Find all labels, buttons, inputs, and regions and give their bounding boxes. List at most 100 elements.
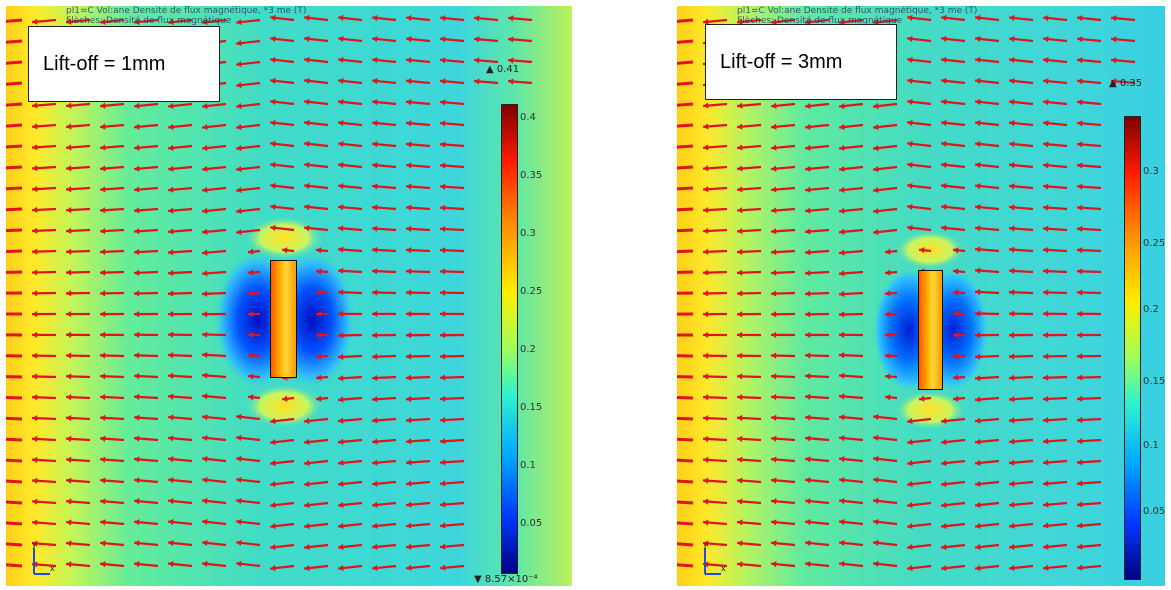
flux-arrow-head	[304, 14, 310, 21]
flux-arrow-head	[771, 498, 777, 505]
flux-arrow-head	[316, 332, 322, 339]
flux-arrow-head	[304, 543, 310, 551]
flux-arrow	[677, 542, 694, 547]
flux-arrow-head	[32, 310, 38, 318]
flux-arrow-head	[304, 98, 310, 106]
flux-arrow-head	[202, 186, 208, 194]
flux-arrow-head	[168, 519, 174, 526]
flux-arrow-head	[32, 227, 38, 234]
flux-arrow-head	[907, 439, 913, 446]
flux-arrow-head	[1077, 289, 1083, 296]
flux-arrow	[677, 207, 694, 212]
flux-arrow-head	[202, 18, 208, 26]
flux-arrow	[6, 395, 23, 400]
flux-arrow-head	[32, 144, 38, 151]
flux-arrow	[677, 165, 694, 170]
flux-arrow-head	[805, 102, 811, 109]
flux-arrow	[677, 60, 694, 65]
flux-arrow-head	[771, 18, 777, 26]
flux-arrow-head	[338, 77, 344, 85]
flux-arrow-head	[66, 206, 72, 214]
flux-arrow-head	[270, 502, 276, 509]
flux-arrow-head	[907, 460, 913, 467]
flux-arrow-head	[1043, 310, 1049, 317]
flux-arrow-head	[338, 141, 344, 148]
flux-arrow-head	[941, 480, 947, 488]
flux-arrow-head	[440, 183, 446, 190]
flux-arrow-head	[1009, 396, 1015, 403]
flux-arrow-head	[839, 331, 845, 338]
flux-arrow-head	[406, 374, 412, 381]
flux-arrow-head	[440, 15, 446, 22]
flux-arrow-head	[771, 373, 777, 380]
flux-arrow-head	[100, 540, 106, 547]
flux-arrow-head	[474, 15, 480, 22]
flux-arrow-head	[907, 161, 913, 168]
flux-arrow-head	[805, 498, 811, 505]
flux-arrow-head	[406, 15, 412, 22]
flux-arrow-head	[32, 435, 38, 443]
flux-arrow-head	[406, 501, 412, 508]
flux-arrow-head	[202, 331, 208, 338]
flux-arrow-head	[1077, 395, 1083, 402]
flux-arrow-head	[941, 565, 947, 572]
flux-arrow-head	[1077, 416, 1083, 424]
flux-arrow-head	[440, 204, 446, 211]
flux-arrow-head	[737, 498, 743, 505]
flux-arrow-head	[236, 186, 242, 194]
flux-arrow-head	[737, 290, 743, 297]
flux-arrow-head	[406, 289, 412, 296]
flux-arrow-head	[32, 248, 38, 255]
flux-arrow-head	[873, 497, 879, 505]
colorbar-tick: 0.25	[1143, 238, 1165, 249]
flux-arrow-head	[885, 352, 891, 359]
colorbar-tick: 0.4	[520, 112, 536, 123]
flux-arrow-head	[406, 120, 412, 127]
flux-arrow-head	[168, 186, 174, 193]
flux-arrow-head	[703, 290, 709, 297]
flux-arrow-head	[406, 204, 412, 211]
flux-arrow-head	[1077, 36, 1083, 43]
flux-arrow-head	[168, 560, 174, 568]
flux-arrow-head	[1009, 267, 1015, 275]
flux-arrow-head	[805, 186, 811, 193]
flux-arrow-head	[771, 540, 777, 547]
flux-arrow-head	[372, 120, 378, 127]
flux-arrow-head	[304, 501, 310, 509]
flux-arrow-head	[236, 124, 242, 131]
flux-arrow-head	[338, 14, 344, 22]
flux-arrow-head	[1043, 225, 1049, 232]
flux-arrow-head	[236, 103, 242, 110]
flux-arrow-head	[406, 78, 412, 85]
flux-arrow-head	[236, 61, 242, 68]
flux-arrow	[6, 249, 23, 253]
flux-arrow-head	[32, 373, 38, 380]
flux-arrow-head	[703, 227, 709, 235]
flux-arrow-head	[771, 123, 777, 130]
flux-arrow-head	[907, 35, 913, 42]
flux-arrow-head	[168, 102, 174, 110]
flux-arrow-head	[440, 247, 446, 254]
flux-arrow-head	[236, 82, 242, 89]
flux-arrow-head	[737, 207, 743, 214]
flux-arrow-head	[805, 414, 811, 421]
flux-arrow-head	[236, 539, 242, 546]
flux-arrow-head	[100, 519, 106, 526]
flux-arrow-head	[975, 310, 981, 317]
flux-arrow	[677, 81, 694, 86]
flux-arrow-head	[805, 435, 811, 442]
flux-arrow-head	[440, 353, 446, 360]
flux-arrow-head	[100, 310, 106, 318]
plot-header-line-2: Flèches: Densité de flux magnétique	[737, 16, 903, 26]
flux-arrow-head	[1077, 57, 1083, 64]
flux-arrow-head	[304, 480, 310, 488]
flux-arrow-head	[919, 395, 925, 402]
flux-arrow-head	[839, 290, 845, 298]
flux-arrow-head	[703, 394, 709, 401]
flux-arrow-head	[248, 394, 254, 401]
flux-arrow-head	[406, 36, 412, 43]
flux-arrow-head	[32, 269, 38, 276]
flux-arrow	[6, 437, 23, 442]
flux-arrow-head	[66, 165, 72, 172]
flux-arrow-head	[316, 289, 322, 296]
